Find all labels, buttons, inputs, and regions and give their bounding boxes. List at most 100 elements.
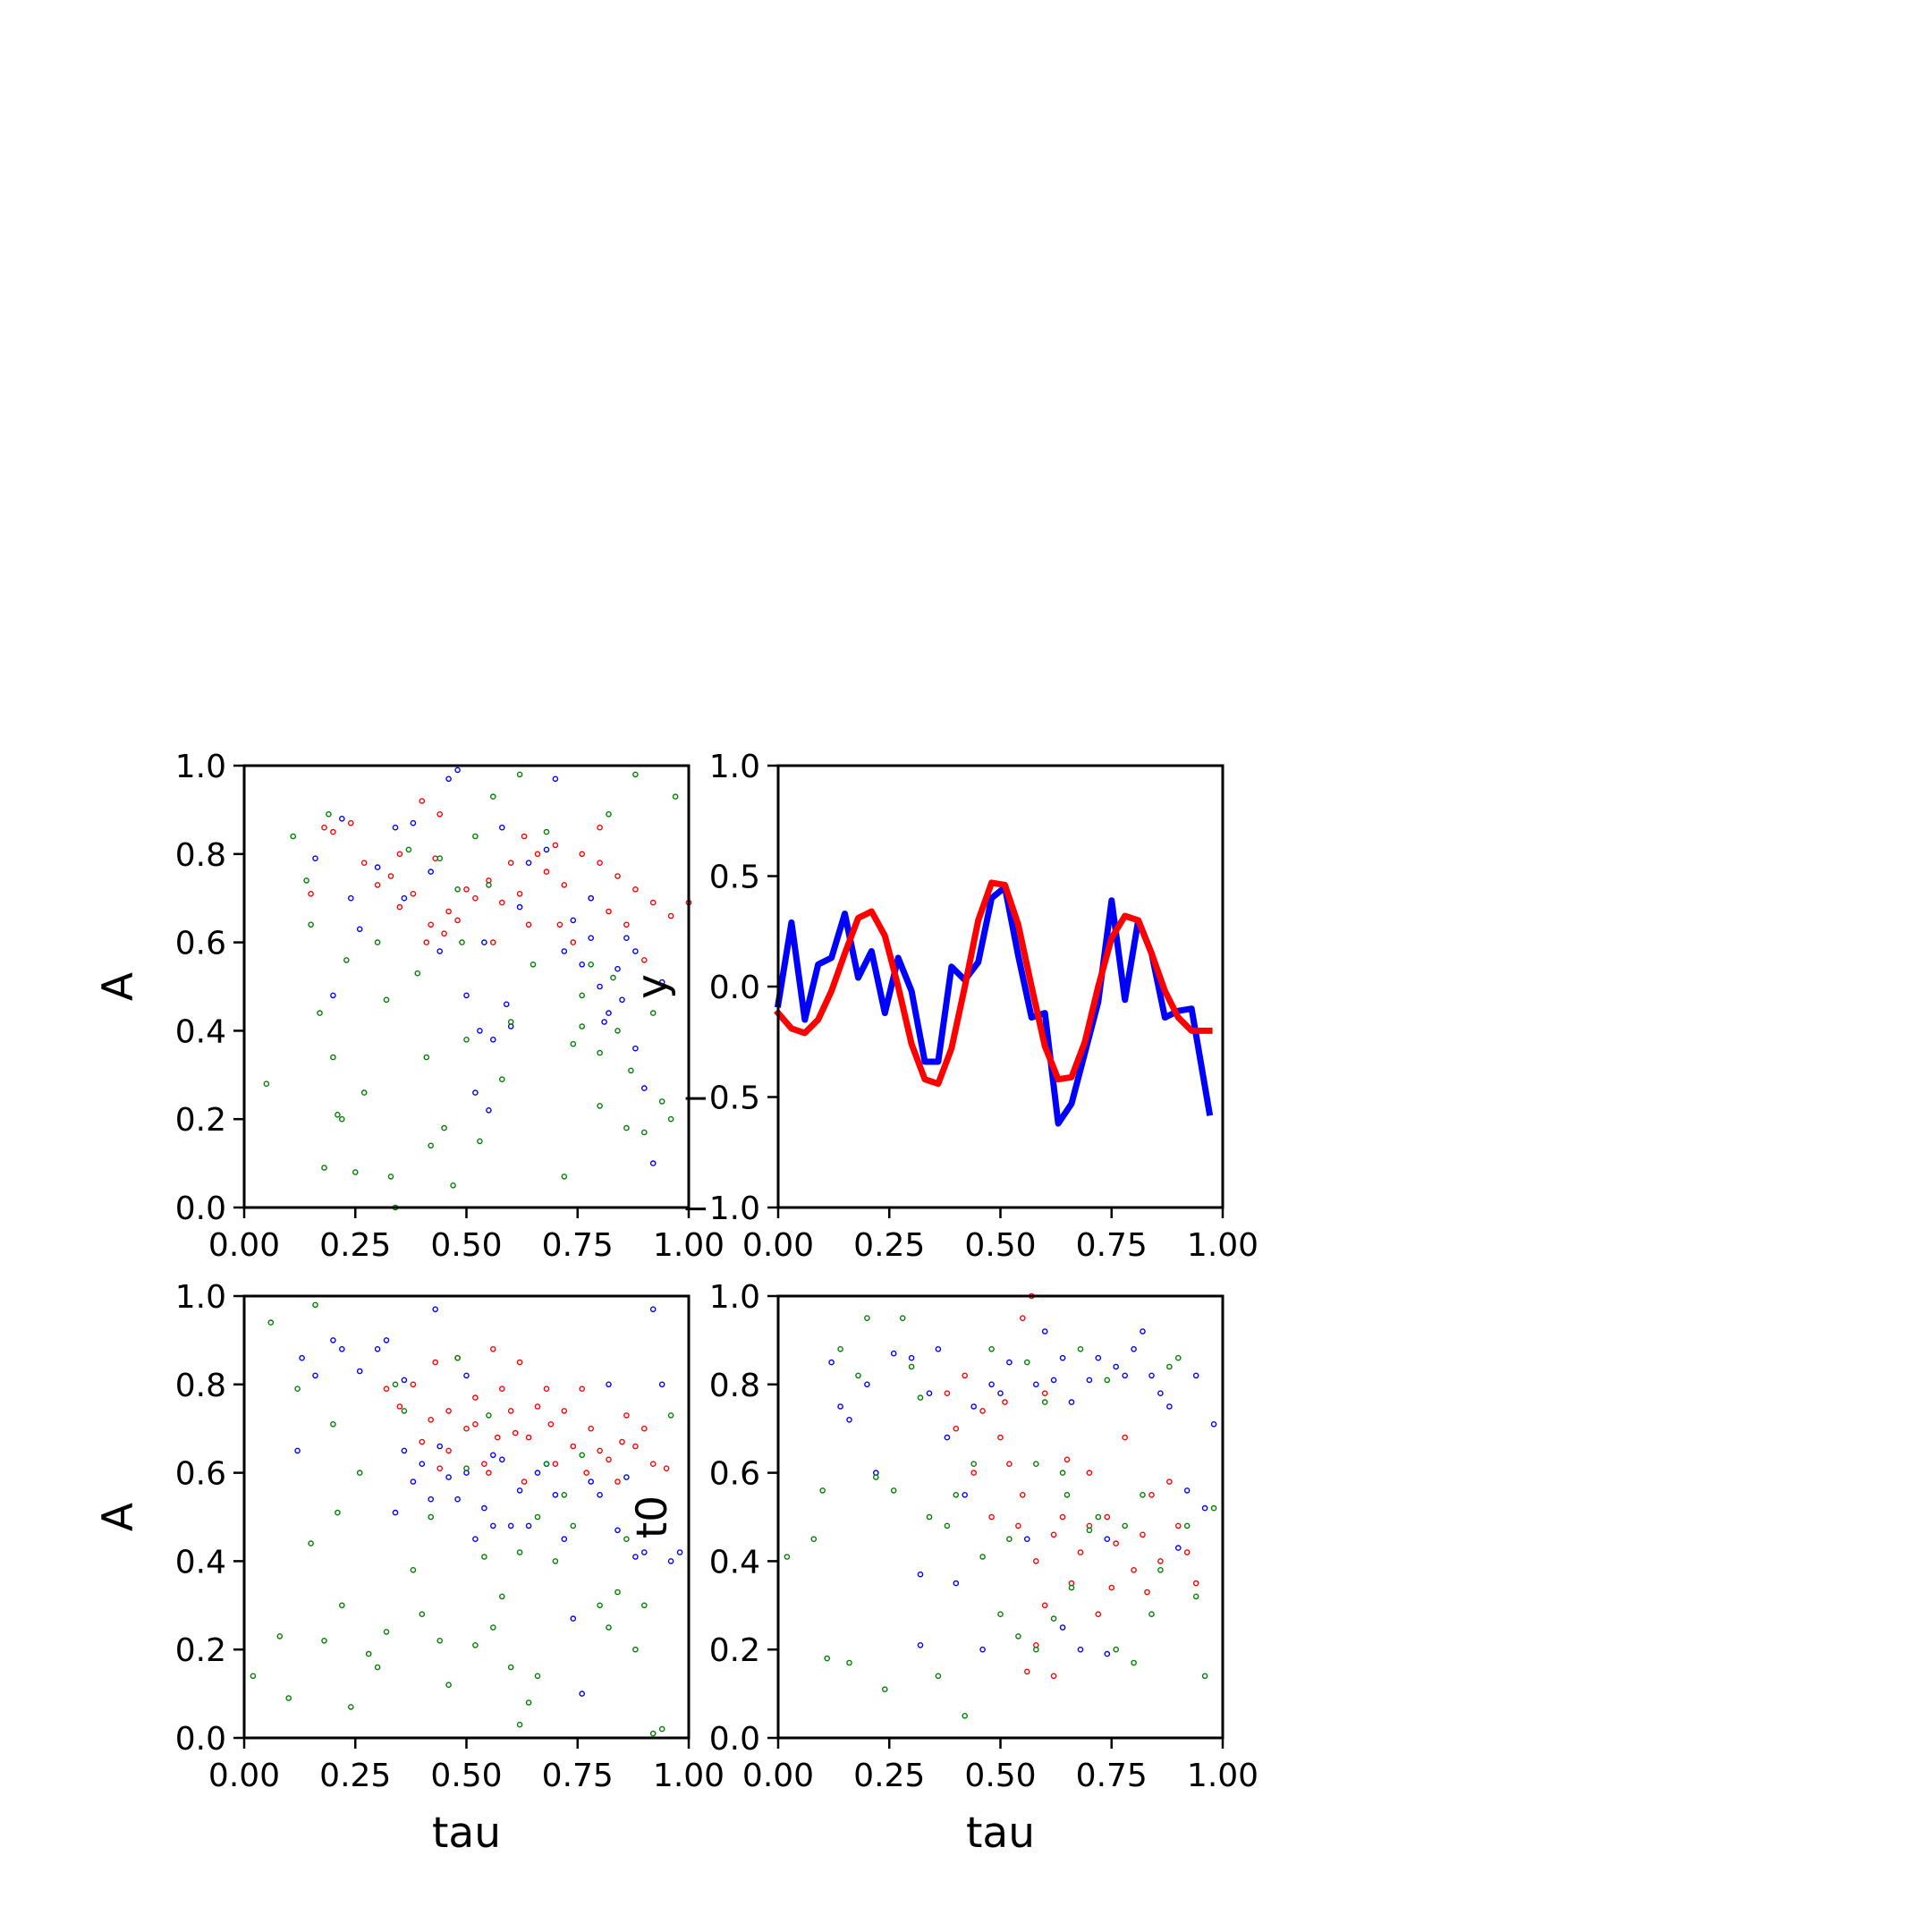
point-top-left-s2-53 <box>579 1023 586 1030</box>
point-bottom-right-s2-23 <box>1006 1536 1013 1542</box>
point-bottom-right-s0-2 <box>962 1372 968 1379</box>
x-tick-label: 0.00 <box>742 1758 814 1794</box>
point-top-left-s0-12 <box>441 930 447 936</box>
point-bottom-right-s2-16 <box>944 1522 951 1530</box>
point-bottom-left-s1-21 <box>507 1522 514 1530</box>
point-top-left-s1-3 <box>347 894 354 902</box>
point-top-left-s1-24 <box>570 917 577 924</box>
point-top-left-s2-17 <box>405 846 412 853</box>
point-bottom-left-s2-0 <box>250 1673 257 1680</box>
point-top-left-s0-3 <box>347 819 354 826</box>
point-top-left-s0-18 <box>499 899 505 906</box>
point-bottom-right-s0-11 <box>1033 1558 1039 1564</box>
point-bottom-right-s2-4 <box>837 1346 843 1352</box>
point-bottom-left-s0-32 <box>663 1465 670 1471</box>
point-bottom-right-s0-36 <box>1050 1673 1057 1680</box>
point-bottom-right-s1-11 <box>953 1580 960 1587</box>
point-top-left-s2-52 <box>628 1067 634 1074</box>
point-bottom-right-s0-24 <box>1148 1492 1155 1498</box>
point-bottom-left-s2-38 <box>597 1602 603 1609</box>
point-top-left-s1-27 <box>597 983 603 990</box>
point-bottom-left-s0-16 <box>521 1479 528 1485</box>
point-bottom-left-s1-0 <box>294 1447 301 1454</box>
point-top-left-s0-24 <box>552 842 559 849</box>
point-bottom-right-s1-30 <box>1131 1346 1137 1352</box>
point-bottom-right-s1-19 <box>1033 1381 1039 1388</box>
y-tick-label: 0.8 <box>175 837 226 874</box>
point-top-left-s2-33 <box>516 771 523 778</box>
panel-top-right-marks <box>774 879 1214 1127</box>
point-bottom-left-s2-30 <box>516 1721 523 1728</box>
point-bottom-right-s0-13 <box>1050 1531 1057 1538</box>
point-bottom-right-s2-2 <box>819 1487 826 1494</box>
point-top-left-s1-1 <box>330 992 336 999</box>
point-bottom-left-s2-5 <box>308 1540 314 1546</box>
point-bottom-left-s2-3 <box>285 1695 292 1701</box>
point-top-left-s1-38 <box>632 1045 639 1052</box>
point-bottom-left-s2-48 <box>486 1412 492 1419</box>
point-bottom-left-s1-10 <box>410 1479 417 1485</box>
point-bottom-left-s1-1 <box>299 1354 305 1361</box>
panel-bottom-left-xlabel: tau <box>432 1809 501 1858</box>
point-bottom-right-s2-37 <box>1131 1659 1137 1666</box>
point-bottom-right-s1-23 <box>1068 1399 1075 1405</box>
point-top-left-s1-2 <box>338 816 345 822</box>
point-bottom-left-s2-18 <box>410 1567 417 1573</box>
panel-top-left-ticks: 0.00 0.25 0.50 0.75 1.00 0.0 0.2 0.4 0.6 0.8 1.0 <box>175 749 724 1264</box>
point-top-left-s1-16 <box>490 1037 496 1043</box>
point-bottom-right-s2-44 <box>1192 1593 1199 1600</box>
point-bottom-left-s0-18 <box>534 1403 541 1410</box>
point-top-left-s1-32 <box>641 1085 648 1091</box>
point-bottom-left-s2-16 <box>392 1381 399 1388</box>
point-top-left-s2-15 <box>387 1174 394 1180</box>
point-bottom-left-s0-17 <box>525 1434 532 1441</box>
point-bottom-right-s1-40 <box>917 1642 924 1648</box>
point-bottom-right-s0-14 <box>1059 1513 1066 1521</box>
y-tick-label: 0.0 <box>709 970 760 1006</box>
y-tick-label: −1.0 <box>682 1191 760 1227</box>
point-top-left-s2-8 <box>335 1112 341 1118</box>
point-bottom-right-s1-41 <box>1059 1624 1066 1631</box>
point-bottom-right-s2-34 <box>1104 1377 1111 1384</box>
point-top-left-s0-36 <box>667 912 674 919</box>
point-bottom-right-s2-25 <box>1024 1359 1030 1366</box>
point-top-left-s0-7 <box>396 851 403 858</box>
y-tick-label: 0.4 <box>709 1544 760 1580</box>
panel-bottom-right-ylabel: t0 <box>628 1496 677 1538</box>
point-bottom-right-s0-17 <box>1086 1470 1093 1476</box>
point-top-left-s0-31 <box>614 873 621 879</box>
point-bottom-right-s1-32 <box>1148 1372 1155 1379</box>
point-bottom-right-s2-31 <box>1077 1346 1084 1352</box>
point-top-left-s0-9 <box>419 798 426 804</box>
point-top-left-s1-12 <box>454 767 461 774</box>
point-bottom-right-s1-29 <box>1122 1372 1128 1379</box>
point-bottom-right-s0-12 <box>1041 1602 1048 1609</box>
panel-top-left-ylabel: A <box>94 972 143 1001</box>
point-top-left-s0-20 <box>516 891 523 897</box>
point-bottom-left-s0-19 <box>543 1385 550 1392</box>
y-tick-label: 1.0 <box>175 749 226 785</box>
point-bottom-right-s0-1 <box>953 1425 960 1432</box>
point-top-left-s2-42 <box>614 1028 621 1034</box>
point-top-left-s1-10 <box>436 948 444 954</box>
point-top-left-s1-7 <box>401 894 408 902</box>
x-tick-label: 0.75 <box>1076 1227 1148 1264</box>
point-top-left-s0-4 <box>360 860 368 867</box>
point-bottom-right-s1-27 <box>1104 1536 1111 1542</box>
point-top-left-s1-25 <box>579 962 586 968</box>
panel-bottom-right: 0.00 0.25 0.50 0.75 1.000.00.20.40.60.81.0 t… <box>628 1279 1258 1858</box>
point-bottom-right-s1-22 <box>1059 1354 1066 1361</box>
point-bottom-right-s2-30 <box>1068 1584 1075 1591</box>
point-bottom-left-s1-43 <box>463 1372 470 1379</box>
panel-top-right: 0.00 0.25 0.50 0.75 1.00−1.0−0.50.00.51.0 y <box>628 749 1258 1264</box>
point-top-left-s2-9 <box>338 1115 345 1123</box>
point-bottom-left-s1-13 <box>436 1443 444 1450</box>
x-tick-label: 0.50 <box>964 1758 1036 1794</box>
point-bottom-left-s2-6 <box>312 1301 318 1309</box>
point-bottom-left-s0-26 <box>606 1456 612 1463</box>
point-bottom-right-s0-8 <box>1015 1522 1021 1530</box>
point-top-left-s1-19 <box>516 903 523 911</box>
x-tick-label: 0.25 <box>319 1227 391 1264</box>
point-top-left-s0-35 <box>649 899 657 906</box>
point-bottom-right-s1-9 <box>935 1346 942 1352</box>
